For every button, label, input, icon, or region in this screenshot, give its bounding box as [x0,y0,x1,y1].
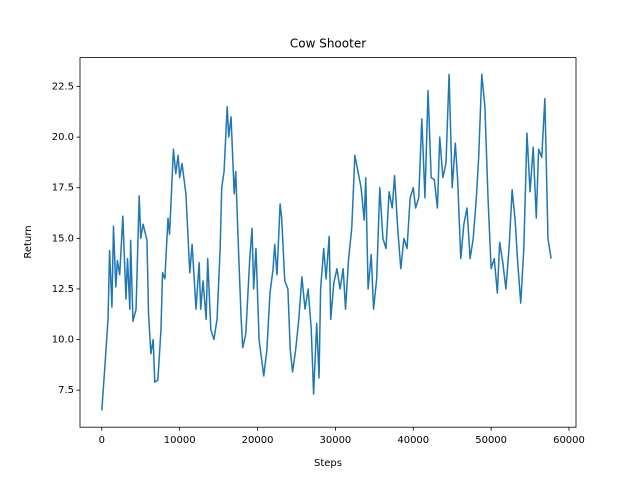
x-tick-label: 20000 [242,435,274,446]
x-tick-label: 0 [99,435,105,446]
y-tick-label: 7.5 [58,385,74,396]
y-tick-label: 17.5 [52,183,74,194]
y-tick-label: 20.0 [52,132,74,143]
y-tick-label: 10.0 [52,335,74,346]
x-tick-label: 60000 [553,435,585,446]
y-tick-label: 15.0 [52,233,74,244]
plot-frame [79,57,577,428]
x-tick-label: 10000 [164,435,196,446]
x-axis-label: Steps [314,458,342,469]
y-axis-label: Return [23,225,34,258]
chart-title: Cow Shooter [290,37,366,51]
y-tick-label: 22.5 [52,82,74,93]
x-tick-label: 50000 [475,435,507,446]
x-tick-label: 30000 [319,435,351,446]
y-tick-label: 12.5 [52,284,74,295]
data-line [101,73,552,411]
x-tick-label: 40000 [397,435,429,446]
